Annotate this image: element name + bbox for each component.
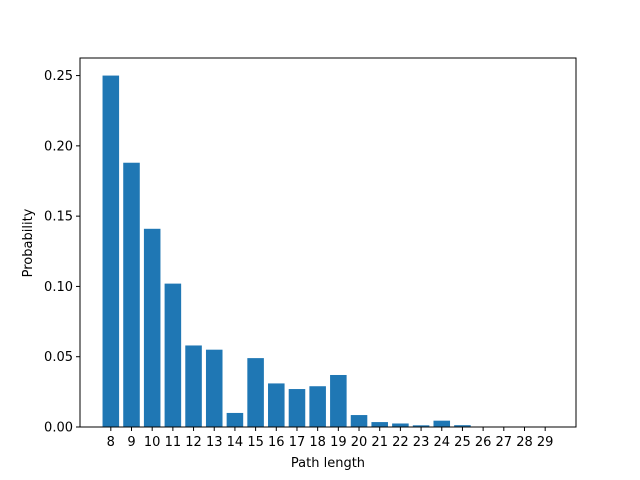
x-tick-label: 12 xyxy=(185,435,202,450)
bar xyxy=(392,423,409,427)
x-tick-label: 15 xyxy=(247,435,264,450)
x-tick-label: 27 xyxy=(496,435,513,450)
y-tick-label: 0.00 xyxy=(44,421,73,436)
x-tick-label: 23 xyxy=(413,435,430,450)
x-tick-label: 28 xyxy=(516,435,533,450)
bar xyxy=(247,358,264,427)
y-axis-label: Probability xyxy=(21,208,36,277)
x-tick-label: 17 xyxy=(289,435,306,450)
x-tick-label: 10 xyxy=(144,435,161,450)
bar xyxy=(205,349,223,427)
bar xyxy=(412,425,430,427)
x-tick-label: 14 xyxy=(227,435,244,450)
x-tick-label: 21 xyxy=(371,435,388,450)
x-tick-label: 26 xyxy=(475,435,492,450)
x-tick-label: 19 xyxy=(330,435,347,450)
bar xyxy=(288,389,306,427)
bar xyxy=(268,383,285,427)
bar xyxy=(123,162,140,427)
x-tick-label: 18 xyxy=(309,435,326,450)
plot-frame xyxy=(79,57,577,428)
x-tick-label: 20 xyxy=(351,435,368,450)
x-tick-label: 9 xyxy=(127,435,135,450)
x-tick-label: 29 xyxy=(537,435,554,450)
y-tick-label: 0.05 xyxy=(44,350,73,365)
y-tick-label: 0.15 xyxy=(44,210,73,225)
bar xyxy=(433,420,451,427)
x-tick-label: 11 xyxy=(165,435,182,450)
x-axis-label: Path length xyxy=(291,456,365,471)
y-tick-label: 0.20 xyxy=(44,139,73,154)
bar xyxy=(350,415,368,427)
y-tick-label: 0.10 xyxy=(44,280,73,295)
bar xyxy=(371,422,388,427)
y-tick-label: 0.25 xyxy=(44,69,73,84)
bar xyxy=(185,345,202,427)
bar xyxy=(226,412,244,427)
bar xyxy=(454,425,471,427)
bar xyxy=(143,228,161,427)
x-tick-label: 13 xyxy=(206,435,223,450)
x-tick-label: 8 xyxy=(107,435,115,450)
x-tick-label: 25 xyxy=(454,435,471,450)
x-tick-label: 16 xyxy=(268,435,285,450)
bar xyxy=(330,374,347,427)
bar xyxy=(164,283,182,427)
bar xyxy=(102,75,120,428)
bar xyxy=(309,386,326,427)
x-tick-label: 24 xyxy=(433,435,450,450)
x-tick-label: 22 xyxy=(392,435,409,450)
